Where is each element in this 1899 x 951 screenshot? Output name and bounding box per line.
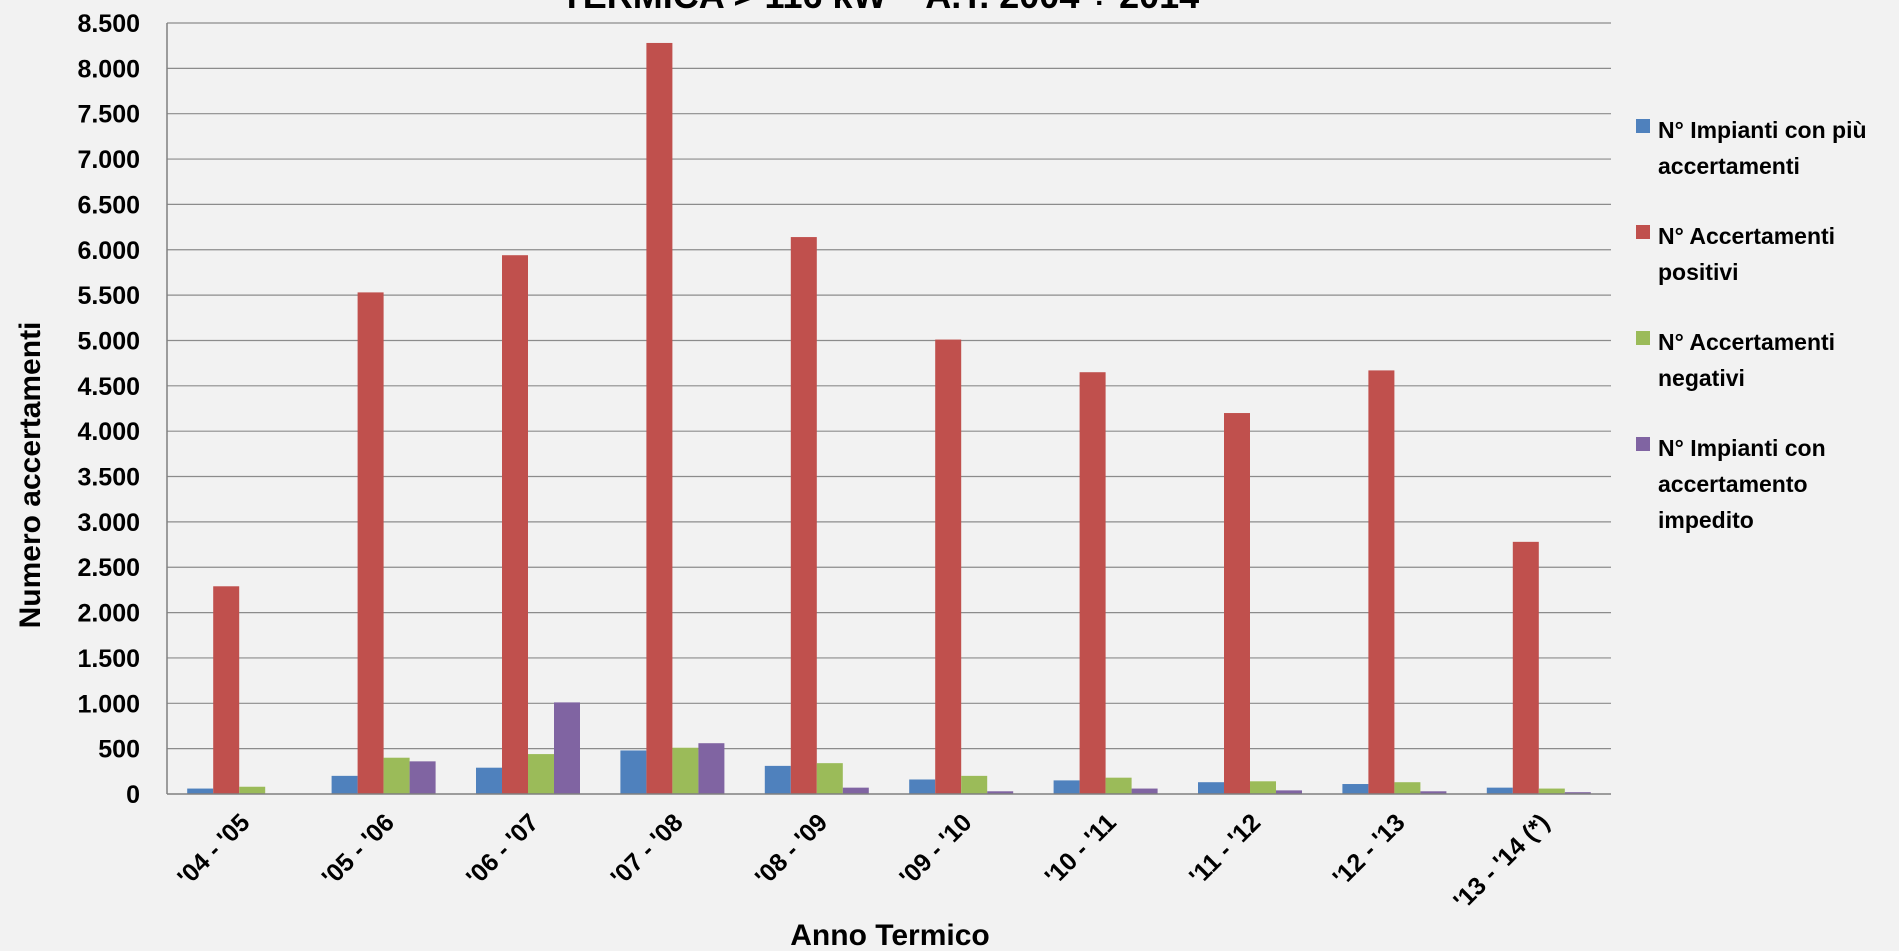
x-axis-label: Anno Termico [790, 919, 989, 951]
y-tick-label: 0 [126, 781, 140, 809]
y-tick-label: 8.000 [77, 55, 140, 83]
bar-series-3-cat-4 [672, 747, 699, 794]
x-tick-label: '05 - '06 [317, 808, 400, 891]
legend-swatch-series-2 [1636, 225, 1650, 239]
bar-series-1-cat-7 [1053, 780, 1080, 794]
x-tick-label: '09 - '10 [894, 808, 977, 891]
y-axis-label: Numero accertamenti [14, 322, 47, 629]
y-tick-label: 4.500 [77, 373, 140, 401]
y-tick-label: 5.000 [77, 327, 140, 355]
y-axis-tick-labels: 0 500 1.000 1.500 2.000 2.500 3.000 3.500 4.000 4… [77, 10, 140, 809]
legend-label-series-2: N° Accertamenti positivi [1658, 223, 1836, 285]
x-axis-tick-labels: '04 - '05 '05 - '06 '06 - '07 '07 - '08 '08 … [172, 808, 1555, 915]
y-tick-label: 500 [98, 736, 140, 764]
x-tick-label: '12 - '13 [1327, 808, 1410, 891]
y-tick-label: 3.000 [77, 509, 140, 537]
bar-series-4-cat-8 [1276, 790, 1302, 794]
bar-series-3-cat-9 [1394, 782, 1421, 794]
bar-series-1-cat-1 [187, 788, 214, 794]
legend-swatch-series-1 [1636, 119, 1650, 133]
legend-item-series-4: N° Impianti con accertamento impedito [1636, 430, 1896, 538]
bar-series-3-cat-10 [1538, 788, 1565, 794]
chart-title: TERMICA > 116 kW – A.T. 2004 ÷ 2014 [561, 0, 1199, 16]
y-tick-label: 1.000 [77, 690, 140, 718]
y-tick-label: 7.000 [77, 146, 140, 174]
bar-series-1-cat-4 [620, 750, 647, 794]
bar-chart: TERMICA > 116 kW – A.T. 2004 ÷ 2014 0 500… [14, 0, 1611, 951]
bar-series-4-cat-6 [987, 791, 1014, 794]
legend-swatch-series-3 [1636, 331, 1650, 345]
bar-series-3-cat-2 [383, 757, 410, 794]
bar-series-2-cat-7 [1079, 372, 1106, 794]
bar-series-3-cat-7 [1105, 777, 1132, 794]
bar-series-1-cat-8 [1198, 782, 1224, 794]
y-tick-label: 7.500 [77, 101, 140, 129]
y-tick-label: 2.000 [77, 600, 140, 628]
bar-series-3-cat-1 [239, 786, 266, 794]
x-tick-label: '04 - '05 [172, 808, 255, 891]
bar-series-4-cat-2 [409, 761, 436, 794]
y-tick-label: 5.500 [77, 282, 140, 310]
x-tick-label: '13 - '14 (*) [1448, 808, 1555, 915]
bar-series-2-cat-10 [1512, 541, 1539, 794]
bar-series-2-cat-3 [502, 255, 528, 795]
gridlines [167, 22, 1611, 750]
legend-item-series-1: N° Impianti con più accertamenti [1636, 112, 1896, 184]
legend-swatch-series-4 [1636, 437, 1650, 451]
bar-series-1-cat-2 [331, 775, 358, 794]
y-tick-label: 6.500 [77, 191, 140, 219]
y-tick-label: 4.000 [77, 418, 140, 446]
bar-series-3-cat-8 [1250, 781, 1276, 794]
bar-series-4-cat-5 [842, 787, 869, 794]
bars [187, 42, 1591, 795]
y-tick-label: 3.500 [77, 464, 140, 492]
bar-series-2-cat-2 [357, 292, 384, 794]
y-tick-label: 1.500 [77, 645, 140, 673]
x-tick-label: '07 - '08 [605, 808, 688, 891]
bar-series-3-cat-6 [961, 775, 988, 794]
bar-series-1-cat-9 [1342, 784, 1369, 794]
bar-series-4-cat-9 [1420, 791, 1447, 794]
legend: N° Impianti con più accertamenti N° Acce… [1636, 112, 1896, 572]
y-tick-label: 2.500 [77, 554, 140, 582]
bar-series-2-cat-4 [646, 42, 673, 794]
x-tick-label: '11 - '12 [1184, 808, 1266, 890]
bar-series-1-cat-6 [909, 779, 936, 794]
bar-series-2-cat-8 [1224, 413, 1250, 794]
bar-series-4-cat-7 [1131, 788, 1158, 794]
x-tick-label: '10 - '11 [1040, 808, 1122, 890]
bar-series-4-cat-3 [554, 702, 580, 794]
bar-series-2-cat-5 [790, 237, 817, 794]
y-tick-label: 6.000 [77, 237, 140, 265]
bar-series-1-cat-10 [1486, 787, 1513, 794]
bar-series-4-cat-10 [1564, 792, 1591, 794]
bar-series-2-cat-6 [935, 339, 962, 794]
legend-item-series-2: N° Accertamenti positivi [1636, 218, 1896, 290]
bar-series-2-cat-1 [213, 586, 240, 794]
legend-label-series-1: N° Impianti con più accertamenti [1658, 117, 1867, 179]
legend-label-series-3: N° Accertamenti negativi [1658, 329, 1836, 391]
legend-item-series-3: N° Accertamenti negativi [1636, 324, 1896, 396]
y-tick-label: 8.500 [77, 10, 140, 38]
bar-series-3-cat-3 [528, 754, 554, 794]
x-tick-label: '08 - '09 [750, 808, 833, 891]
bar-series-3-cat-5 [816, 763, 843, 794]
bar-series-4-cat-4 [698, 743, 725, 794]
bar-series-1-cat-5 [764, 765, 791, 794]
legend-label-series-4: N° Impianti con accertamento impedito [1658, 435, 1826, 533]
x-tick-label: '06 - '07 [461, 808, 544, 891]
bar-series-2-cat-9 [1368, 370, 1395, 794]
bar-series-1-cat-3 [476, 767, 502, 794]
